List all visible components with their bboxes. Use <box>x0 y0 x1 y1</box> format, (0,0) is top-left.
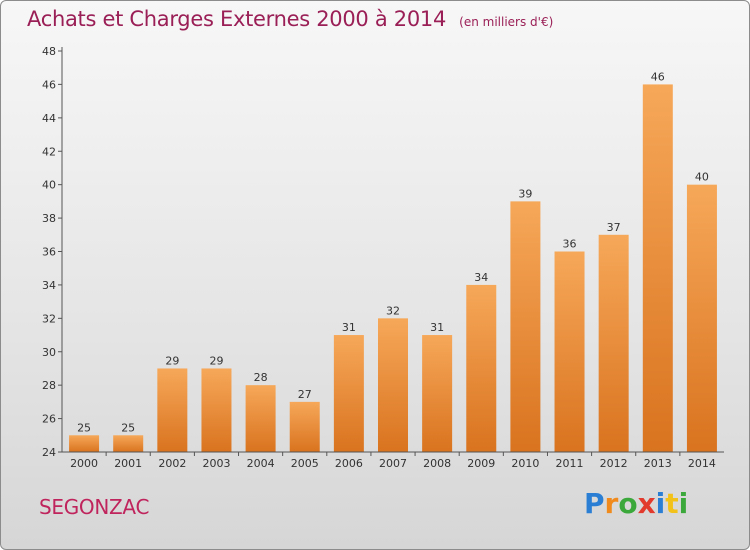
y-tick-label: 46 <box>42 78 56 91</box>
logo-letter: x <box>637 487 656 520</box>
y-tick-label: 38 <box>42 212 56 225</box>
logo-letter: r <box>604 487 619 520</box>
logo-letter: o <box>618 487 638 520</box>
data-label: 31 <box>430 321 444 334</box>
x-tick-label: 2001 <box>114 457 142 470</box>
x-tick-label: 2000 <box>70 457 98 470</box>
y-tick-label: 26 <box>42 413 56 426</box>
bar <box>201 368 232 452</box>
x-tick-label: 2009 <box>467 457 495 470</box>
city-name: SEGONZAC <box>39 495 150 519</box>
bar <box>554 251 585 452</box>
y-tick-label: 36 <box>42 246 56 259</box>
y-tick-label: 48 <box>42 45 56 58</box>
bar <box>289 401 320 452</box>
data-label: 29 <box>165 354 179 367</box>
data-label: 46 <box>651 70 665 83</box>
bar <box>510 201 541 452</box>
logo-letter: i <box>655 487 666 520</box>
bar <box>69 435 100 452</box>
bar <box>157 368 188 452</box>
y-tick-label: 34 <box>42 279 56 292</box>
data-label: 25 <box>77 421 91 434</box>
logo-letter: P <box>584 487 605 520</box>
bar <box>113 435 144 452</box>
x-tick-label: 2013 <box>644 457 672 470</box>
axes-group: 24 26 28 30 32 34 36 38 40 42 44 46 48 <box>42 45 724 459</box>
y-tick-label: 30 <box>42 346 56 359</box>
y-tick-label: 28 <box>42 379 56 392</box>
data-label: 37 <box>607 221 621 234</box>
bar <box>378 318 408 452</box>
x-tick-label: 2003 <box>202 457 230 470</box>
data-label: 34 <box>474 271 488 284</box>
x-tick-label: 2004 <box>247 457 275 470</box>
x-tick-label: 2002 <box>158 457 186 470</box>
y-tick-label: 24 <box>42 446 56 459</box>
bar <box>422 335 453 452</box>
labels-group: 2000 25 2001 25 2002 29 2003 29 2004 28 2005 27 2006… <box>70 70 716 470</box>
data-label: 40 <box>695 171 709 184</box>
logo-letter: i <box>678 487 689 520</box>
data-label: 36 <box>563 238 577 251</box>
logo-letter: t <box>665 487 679 520</box>
y-tick-label: 40 <box>42 179 56 192</box>
data-label: 27 <box>298 388 312 401</box>
y-tick-label: 32 <box>42 312 56 325</box>
x-tick-label: 2007 <box>379 457 407 470</box>
data-label: 32 <box>386 304 400 317</box>
bar <box>598 234 629 452</box>
x-tick-label: 2010 <box>511 457 539 470</box>
data-label: 39 <box>518 187 532 200</box>
bar <box>333 335 364 452</box>
data-label: 29 <box>209 354 223 367</box>
chart-title: Achats et Charges Externes 2000 à 2014 <box>27 7 447 31</box>
bars-group <box>69 84 717 453</box>
x-tick-label: 2012 <box>600 457 628 470</box>
x-tick-label: 2006 <box>335 457 363 470</box>
data-label: 31 <box>342 321 356 334</box>
title-row: Achats et Charges Externes 2000 à 2014 (… <box>27 7 553 31</box>
chart-subtitle: (en milliers d'€) <box>459 15 554 29</box>
bar <box>245 385 276 452</box>
proxiti-logo: Proxiti <box>584 487 688 520</box>
data-label: 28 <box>254 371 268 384</box>
y-tick-label: 42 <box>42 145 56 158</box>
x-tick-label: 2014 <box>688 457 716 470</box>
bar <box>686 184 717 452</box>
x-tick-label: 2008 <box>423 457 451 470</box>
x-tick-label: 2011 <box>556 457 584 470</box>
y-tick-label: 44 <box>42 112 56 125</box>
bar <box>466 284 497 452</box>
bar <box>642 84 673 453</box>
data-label: 25 <box>121 421 135 434</box>
x-tick-label: 2005 <box>291 457 319 470</box>
